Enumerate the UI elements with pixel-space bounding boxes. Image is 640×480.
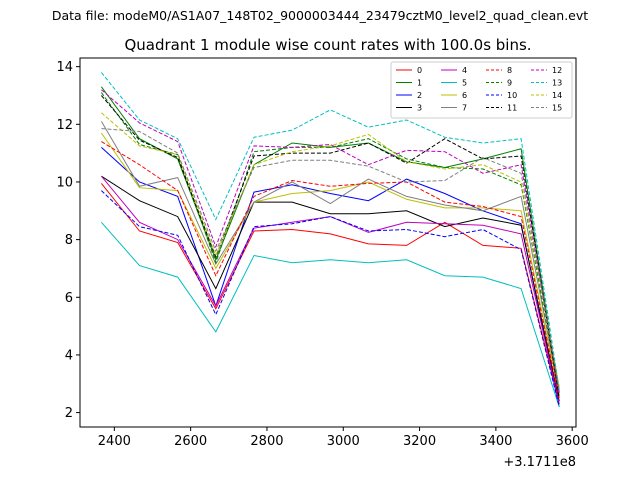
y-tick-label: 2	[65, 406, 73, 421]
legend-label-13: 13	[552, 78, 562, 87]
series-line-5	[101, 221, 560, 407]
legend-label-8: 8	[507, 66, 512, 75]
chart-title: Quadrant 1 module wise count rates with …	[124, 36, 531, 54]
x-tick-label: 2400	[98, 434, 131, 449]
legend-label-0: 0	[417, 66, 422, 75]
y-tick-label: 6	[65, 291, 73, 306]
x-tick-label: 3200	[403, 434, 436, 449]
figure-suptitle: Data file: modeM0/AS1A07_148T02_90000034…	[52, 8, 588, 23]
legend-label-9: 9	[507, 78, 512, 87]
legend-label-14: 14	[552, 91, 562, 100]
legend-label-6: 6	[462, 91, 467, 100]
series-line-14	[101, 112, 560, 387]
x-tick-label: 3400	[479, 434, 512, 449]
series-line-12	[101, 89, 560, 393]
legend-box	[390, 61, 573, 119]
x-tick-label: 3600	[556, 434, 589, 449]
series-line-1	[100, 86, 560, 396]
legend-label-5: 5	[462, 78, 467, 87]
x-tick-label: 2800	[250, 434, 283, 449]
y-tick-label: 12	[56, 118, 73, 133]
series-lines	[100, 72, 560, 407]
y-tick-label: 10	[56, 175, 73, 190]
x-tick-label: 3000	[327, 434, 360, 449]
series-line-3	[101, 175, 560, 402]
legend-label-10: 10	[507, 91, 517, 100]
legend-label-12: 12	[552, 66, 562, 75]
series-line-15	[101, 128, 560, 390]
series-line-10	[101, 190, 560, 407]
series-line-9	[100, 92, 560, 393]
legend-label-2: 2	[417, 91, 422, 100]
series-line-6	[100, 132, 560, 396]
legend-label-3: 3	[417, 103, 422, 112]
y-tick-label: 4	[65, 348, 73, 363]
legend-label-4: 4	[462, 66, 467, 75]
legend-label-7: 7	[462, 103, 467, 112]
series-line-7	[100, 121, 560, 393]
x-offset-label: +3.1711e8	[503, 455, 576, 470]
axes-frame	[79, 57, 577, 428]
legend-label-1: 1	[417, 78, 422, 87]
y-tick-label: 14	[56, 60, 73, 75]
series-line-4	[101, 175, 560, 405]
legend-label-15: 15	[552, 103, 562, 112]
series-line-0	[101, 183, 560, 405]
y-tick-label: 8	[65, 233, 73, 248]
legend-label-11: 11	[507, 103, 517, 112]
series-line-11	[101, 95, 560, 399]
series-line-13	[101, 72, 560, 390]
series-line-8	[101, 141, 560, 399]
x-tick-label: 2600	[174, 434, 207, 449]
